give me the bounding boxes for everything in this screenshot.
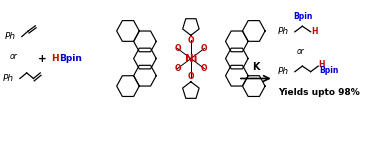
Text: Yields upto 98%: Yields upto 98% [278,88,360,97]
Text: H: H [51,54,59,63]
Text: O: O [201,44,208,53]
Text: H: H [319,60,325,69]
Text: Ph: Ph [3,74,14,83]
Text: O: O [187,72,194,81]
Text: O: O [174,64,181,73]
Text: +: + [38,54,46,64]
Text: or: or [297,47,305,56]
Text: O: O [201,64,208,73]
Text: O: O [174,44,181,53]
Text: O: O [187,36,194,45]
Text: Ph: Ph [277,67,289,76]
Text: H: H [311,27,318,36]
Text: Ph: Ph [277,27,289,36]
Text: Ni: Ni [185,54,197,64]
Text: Bpin: Bpin [293,12,313,21]
Text: K: K [252,62,260,72]
Text: Bpin: Bpin [59,54,82,63]
Text: or: or [10,52,18,61]
Text: Ph: Ph [5,32,15,41]
Text: Bpin: Bpin [319,66,338,75]
